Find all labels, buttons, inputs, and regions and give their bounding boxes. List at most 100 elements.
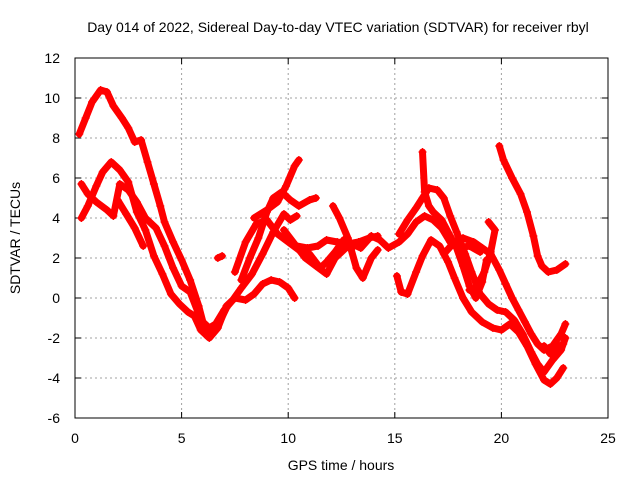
data-point	[102, 88, 111, 96]
data-point	[484, 218, 493, 226]
data-point	[115, 166, 124, 174]
data-point	[459, 234, 468, 242]
x-tick-label: 20	[494, 430, 510, 446]
series-sat-17	[495, 142, 570, 276]
data-point	[514, 306, 523, 314]
data-point	[158, 270, 167, 278]
data-point	[124, 124, 133, 132]
data-point	[552, 344, 561, 352]
data-point	[403, 230, 412, 238]
data-point	[213, 254, 222, 262]
data-point	[508, 174, 517, 182]
series-trace	[75, 86, 301, 332]
data-point	[548, 356, 557, 364]
data-point	[102, 206, 111, 214]
data-point	[273, 198, 282, 206]
data-point	[92, 198, 101, 206]
data-point	[373, 232, 382, 240]
data-point	[237, 284, 246, 292]
series-sat-8	[250, 156, 303, 222]
data-point	[169, 238, 178, 246]
data-point	[516, 190, 525, 198]
data-point	[527, 330, 536, 338]
series-trace	[250, 156, 303, 222]
data-point	[292, 212, 301, 220]
data-point	[365, 234, 374, 242]
data-point	[495, 266, 504, 274]
data-point	[152, 224, 161, 232]
data-point	[262, 206, 271, 214]
data-point	[132, 198, 141, 206]
data-point	[429, 216, 438, 224]
data-point	[282, 236, 291, 244]
data-point	[124, 178, 133, 186]
data-point	[83, 202, 92, 210]
data-point	[412, 218, 421, 226]
data-point	[424, 202, 433, 210]
data-point	[169, 264, 178, 272]
data-point	[258, 250, 267, 258]
data-point	[499, 156, 508, 164]
data-point	[83, 190, 92, 198]
series-sat-5	[213, 252, 227, 262]
data-point	[222, 304, 231, 312]
data-point	[478, 244, 487, 252]
data-point	[279, 210, 288, 218]
data-point	[186, 276, 195, 284]
data-point	[501, 308, 510, 316]
y-tick-label: -4	[48, 370, 61, 386]
y-tick-label: 6	[52, 170, 60, 186]
data-point	[177, 256, 186, 264]
y-tick-label: -6	[48, 410, 61, 426]
data-point	[484, 300, 493, 308]
data-point	[435, 242, 444, 250]
data-point	[367, 254, 376, 262]
data-point	[471, 294, 480, 302]
data-point	[358, 274, 367, 282]
data-point	[552, 266, 561, 274]
data-point	[292, 242, 301, 250]
axis-ticks: 0 5 10 15 20 25 -6 -4 -2 0 2 4 6 8 10 12	[44, 50, 616, 446]
data-point	[98, 168, 107, 176]
data-point	[533, 360, 542, 368]
data-point	[429, 208, 438, 216]
data-point	[420, 212, 429, 220]
data-point	[561, 334, 570, 342]
data-point	[77, 214, 86, 222]
data-point	[130, 138, 139, 146]
data-point	[540, 342, 549, 350]
data-point	[273, 230, 282, 238]
data-series	[75, 86, 570, 388]
x-axis-label: GPS time / hours	[288, 457, 395, 473]
data-point	[305, 196, 314, 204]
data-point	[522, 208, 531, 216]
series-sat-2	[77, 158, 299, 342]
data-point	[444, 258, 453, 266]
x-tick-label: 5	[178, 430, 186, 446]
data-point	[241, 296, 250, 304]
data-point	[335, 214, 344, 222]
series-sat-4	[113, 196, 148, 250]
data-point	[412, 268, 421, 276]
series-sat-10	[282, 232, 382, 252]
data-point	[331, 254, 340, 262]
series-sat-11	[328, 202, 382, 282]
data-point	[529, 232, 538, 240]
data-point	[546, 350, 555, 358]
data-point	[439, 194, 448, 202]
data-point	[218, 252, 227, 260]
data-point	[546, 380, 555, 388]
data-point	[160, 218, 169, 226]
series-sat-3	[77, 180, 231, 340]
series-trace	[114, 196, 147, 250]
data-point	[109, 212, 118, 220]
data-point	[230, 294, 239, 302]
data-point	[311, 262, 320, 270]
data-point	[141, 226, 150, 234]
data-point	[480, 268, 489, 276]
data-point	[552, 374, 561, 382]
data-point	[77, 180, 86, 188]
data-point	[452, 244, 461, 252]
data-point	[237, 276, 246, 284]
chart-title: Day 014 of 2022, Sidereal Day-to-day VTE…	[87, 19, 589, 35]
